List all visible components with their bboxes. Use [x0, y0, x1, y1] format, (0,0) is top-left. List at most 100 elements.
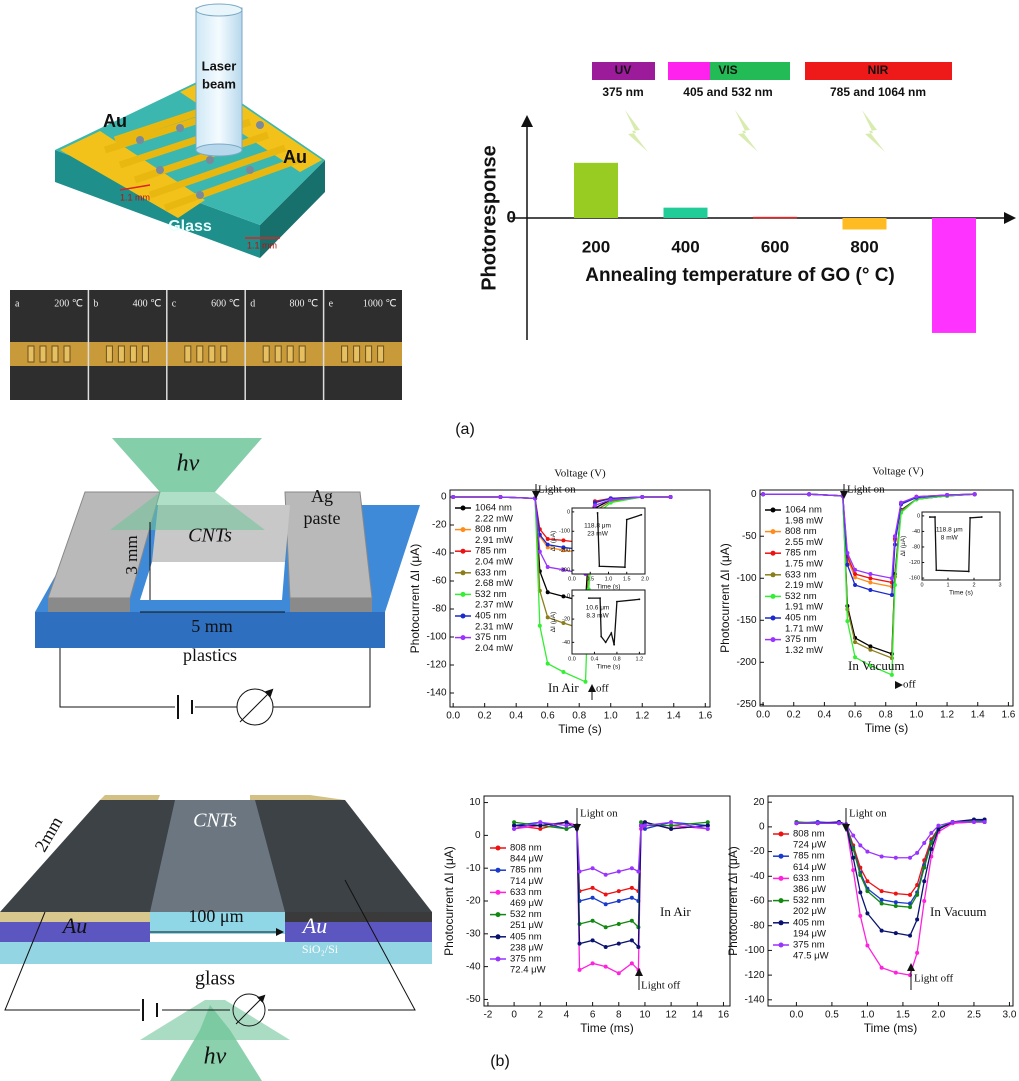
y-tick-label: 20 — [753, 797, 765, 808]
annotation: off — [903, 679, 916, 691]
bar — [932, 218, 976, 333]
bar — [842, 218, 887, 230]
electrode-finger — [63, 345, 71, 363]
data-point — [858, 890, 863, 895]
y-axis-label: Photocurrent ΔI (μA) — [442, 846, 456, 956]
data-point — [889, 593, 894, 598]
data-point — [451, 495, 456, 499]
dimension-label: 5 mm — [191, 616, 233, 636]
legend-marker — [495, 867, 501, 873]
legend-power: 2.22 mW — [475, 513, 513, 524]
x-tick-label: 1.2 — [635, 711, 649, 722]
dimension-label: 3 mm — [122, 535, 141, 574]
x-tick-label: 0.0 — [446, 711, 460, 722]
electrode-label: paste — [304, 508, 341, 528]
wavelength-label: 785 and 1064 nm — [830, 85, 926, 99]
series-line — [763, 493, 975, 580]
x-tick-label: 4 — [564, 1010, 570, 1021]
data-point — [879, 901, 884, 906]
annotation: In Vacuum — [848, 658, 904, 673]
data-point — [669, 820, 674, 825]
data-point — [980, 516, 983, 518]
legend-marker — [460, 613, 466, 619]
data-point — [950, 819, 955, 824]
photo-temperature: 400 ℃ — [133, 298, 162, 309]
data-point — [636, 944, 641, 949]
data-point — [596, 511, 599, 514]
photo-temperature: 800 ℃ — [289, 298, 318, 309]
legend-label: 633 nm — [785, 569, 817, 580]
data-point — [616, 971, 621, 976]
data-point — [616, 889, 621, 894]
x-tick-label: 2.0 — [931, 1010, 945, 1021]
data-point — [613, 643, 616, 646]
legend-marker — [778, 853, 784, 859]
plot-frame — [571, 507, 646, 575]
electrode-label: Ag — [311, 486, 333, 506]
legend-power: 238 μW — [510, 942, 543, 953]
data-point — [879, 897, 884, 902]
legend-marker — [770, 550, 776, 556]
data-point — [616, 921, 621, 926]
x-tick-label: 0.0 — [756, 710, 770, 721]
data-point — [807, 492, 812, 497]
data-point — [599, 597, 601, 600]
legend-marker — [770, 637, 776, 643]
data-point — [636, 869, 641, 874]
legend-power: 1.98 mW — [785, 515, 823, 526]
data-point — [893, 900, 898, 905]
data-point — [577, 941, 582, 946]
legend-marker — [460, 570, 466, 576]
data-point — [598, 565, 601, 568]
annotation: Light on — [538, 484, 576, 496]
y-tick-label: -100 — [744, 945, 764, 956]
x-tick-label: 1.0 — [604, 711, 618, 722]
band-label: VIS — [718, 63, 737, 77]
electrode-finger — [220, 345, 228, 363]
legend-power: 469 μW — [510, 898, 543, 909]
data-point — [608, 500, 613, 505]
data-point — [603, 892, 608, 897]
legend-marker — [460, 548, 466, 554]
data-point — [592, 503, 597, 508]
electrode-finger — [286, 345, 294, 363]
legend-power: 251 μW — [510, 920, 543, 931]
data-point — [851, 833, 856, 838]
x-tick-label: 600 — [761, 237, 789, 256]
x-tick-label: 0.0 — [568, 656, 576, 662]
y-tick-label: -10 — [466, 863, 481, 874]
data-point — [545, 565, 550, 569]
data-point — [865, 879, 870, 884]
device-diagram-b1: hν CNTs 3 mm Ag paste 5 mm plastics — [35, 438, 420, 726]
x-tick-label: 0.4 — [509, 711, 523, 722]
x-tick-label: -2 — [483, 1010, 492, 1021]
legend-marker — [770, 529, 776, 535]
data-point — [982, 819, 987, 824]
device-diagram-b2: CNTs Au Au 100 μm SiO₂/Si glass 2mm hν — [0, 795, 432, 1081]
x-tick-label: 1.2 — [940, 710, 954, 721]
annotation: In Air — [548, 680, 579, 695]
x-tick-label: 0.4 — [817, 710, 831, 721]
dimension-label: 1.1 mm — [120, 192, 150, 202]
data-point — [625, 518, 628, 521]
legend-label: 785 nm — [785, 548, 817, 559]
data-point — [642, 820, 647, 825]
data-point — [865, 911, 870, 916]
legend-label: 375 nm — [475, 632, 507, 643]
x-tick-label: 1.0 — [909, 710, 923, 721]
inset-annotation: 118.8 μm — [936, 527, 963, 534]
y-tick-label: -100 — [736, 573, 756, 584]
data-point — [936, 823, 941, 828]
data-point — [967, 570, 970, 573]
y-tick-label: -120 — [744, 970, 764, 981]
legend-marker — [770, 572, 776, 578]
layer-label: SiO₂/Si — [302, 942, 339, 956]
legend-label: 405 nm — [785, 613, 817, 624]
data-point — [858, 873, 863, 878]
legend-label: 532 nm — [793, 895, 825, 906]
y-tick-label: -300 — [559, 568, 570, 574]
legend-marker — [495, 912, 501, 918]
legend-marker — [495, 956, 501, 962]
series-line — [513, 821, 708, 876]
